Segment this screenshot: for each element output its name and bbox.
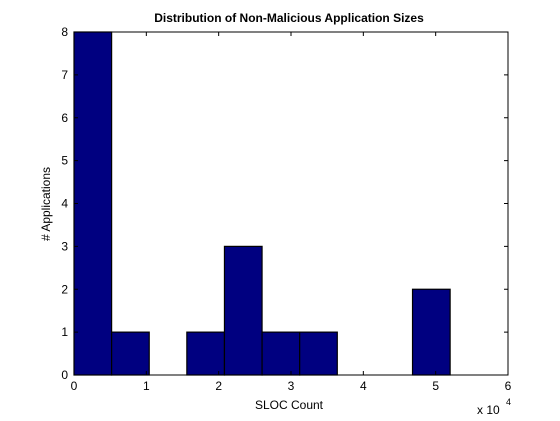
x-axis-ticks: 0 1 2 3 4 5 6	[71, 32, 512, 393]
histogram-bar	[299, 331, 338, 376]
histogram-bar	[261, 331, 301, 376]
y-tick-label: 2	[61, 282, 68, 296]
y-tick-label: 6	[61, 111, 68, 125]
x-tick-label: 5	[432, 379, 439, 393]
x-axis-multiplier-base: x 10	[477, 403, 500, 417]
y-tick-label: 4	[61, 197, 68, 211]
y-tick-label: 1	[61, 325, 68, 339]
x-axis-label: SLOC Count	[255, 398, 324, 412]
histogram-bar	[411, 288, 451, 376]
x-axis-multiplier: x 10 4	[477, 397, 511, 417]
histogram-bar	[223, 245, 263, 376]
x-axis-multiplier-exponent: 4	[506, 397, 511, 407]
y-tick-label: 0	[61, 368, 68, 382]
chart-title: Distribution of Non-Malicious Applicatio…	[154, 11, 424, 25]
x-tick-label: 4	[360, 379, 367, 393]
x-tick-label: 0	[71, 379, 78, 393]
x-tick-label: 2	[215, 379, 222, 393]
y-tick-label: 7	[61, 68, 68, 82]
x-tick-label: 3	[288, 379, 295, 393]
x-tick-label: 6	[505, 379, 512, 393]
histogram-bar	[186, 331, 226, 376]
y-tick-label: 3	[61, 239, 68, 253]
y-tick-label: 5	[61, 154, 68, 168]
histogram-bar	[73, 31, 113, 376]
y-axis-label: # Applications	[39, 167, 53, 241]
y-tick-label: 8	[61, 25, 68, 39]
y-axis-ticks: 0 1 2 3 4 5 6 7 8	[61, 25, 508, 382]
x-tick-label: 1	[143, 379, 150, 393]
histogram-bars	[73, 31, 451, 376]
histogram-bar	[111, 331, 150, 376]
